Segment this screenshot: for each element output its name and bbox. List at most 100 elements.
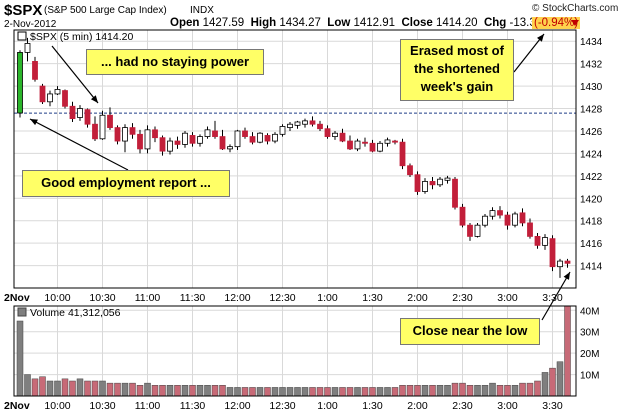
note-employment: Good employment report ... bbox=[22, 170, 230, 197]
arrow-erased bbox=[513, 33, 545, 73]
candle-body bbox=[452, 178, 458, 208]
note-erased-line-3: week's gain bbox=[420, 79, 494, 94]
candle-body bbox=[122, 127, 128, 142]
candle-body bbox=[257, 132, 263, 143]
volume-bar bbox=[556, 361, 564, 397]
volume-bar bbox=[211, 385, 219, 397]
volume-bar bbox=[549, 367, 556, 397]
time-tick-label: 11:30 bbox=[180, 400, 206, 412]
candle-body bbox=[377, 142, 383, 152]
candle-body bbox=[287, 123, 293, 128]
volume-bar bbox=[166, 385, 174, 397]
volume-bar bbox=[91, 380, 99, 397]
time-tick-label: 12:30 bbox=[269, 400, 295, 412]
volume-bar bbox=[564, 305, 571, 397]
volume-bar bbox=[69, 380, 76, 397]
candle-body bbox=[324, 128, 331, 137]
candle-body bbox=[354, 140, 361, 150]
volume-bar bbox=[61, 378, 69, 397]
volume-bar bbox=[301, 387, 309, 397]
time-tick-label: 10:30 bbox=[89, 292, 115, 304]
candle-body bbox=[84, 109, 91, 125]
volume-tick-label: 20M bbox=[580, 349, 599, 360]
candle-body bbox=[189, 135, 196, 144]
candlestick-series bbox=[17, 37, 571, 278]
candle-body bbox=[557, 260, 563, 268]
open-value: 1427.59 bbox=[202, 17, 245, 29]
time-tick-label: 12:30 bbox=[269, 292, 295, 304]
volume-bar bbox=[46, 380, 54, 397]
candle-body bbox=[24, 43, 31, 53]
price-tick-label: 1422 bbox=[580, 172, 603, 183]
volume-bar bbox=[129, 382, 136, 397]
volume-bar bbox=[286, 387, 294, 397]
volume-bar bbox=[421, 385, 429, 397]
time-tick-label: 12:00 bbox=[224, 292, 250, 304]
candle-body bbox=[534, 235, 541, 246]
arrow-employment bbox=[29, 118, 129, 171]
volume-bar bbox=[39, 376, 46, 397]
high-label: High bbox=[250, 17, 277, 29]
candle-body bbox=[444, 177, 451, 181]
candle-body bbox=[264, 135, 271, 142]
header-exchange: INDX bbox=[190, 5, 214, 16]
header-symbol: $SPX bbox=[4, 2, 43, 19]
candle-body bbox=[422, 181, 428, 192]
volume-bar bbox=[369, 387, 376, 397]
candle-body bbox=[347, 140, 353, 150]
time-tick-label: 11:00 bbox=[135, 292, 161, 304]
volume-bar bbox=[511, 385, 519, 397]
volume-bar bbox=[391, 387, 399, 397]
candle-body bbox=[407, 165, 413, 176]
candle-body bbox=[474, 224, 481, 237]
candle-body bbox=[369, 142, 376, 152]
arrow-staying-power bbox=[51, 45, 99, 104]
candle-body bbox=[489, 210, 496, 217]
candle-body bbox=[107, 114, 113, 128]
time-tick-label: 1:30 bbox=[362, 400, 383, 412]
volume-bar bbox=[526, 382, 534, 397]
candle-body bbox=[144, 129, 151, 150]
candle-body bbox=[384, 139, 391, 144]
time-tick-label: 2Nov bbox=[4, 400, 30, 412]
volume-bar bbox=[459, 382, 466, 397]
candle-body bbox=[249, 136, 256, 143]
candle-body bbox=[294, 121, 301, 126]
price-tick-label: 1426 bbox=[580, 127, 603, 138]
candle-body bbox=[227, 146, 233, 150]
volume-bar bbox=[504, 385, 511, 397]
candle-body bbox=[497, 210, 503, 216]
note-erased-line-2: the shortened bbox=[414, 61, 500, 76]
candle-body bbox=[459, 206, 466, 226]
volume-bar bbox=[481, 385, 489, 397]
candle-body bbox=[219, 136, 226, 150]
price-axis-labels: 1414 1416 1418 1420 1422 1424 1426 1428 1430 1432… bbox=[580, 37, 603, 272]
candle-body bbox=[167, 140, 173, 152]
candle-body bbox=[54, 89, 61, 95]
time-tick-label: 2:00 bbox=[407, 400, 428, 412]
arrow-close-low-head bbox=[563, 272, 570, 280]
volume-bar bbox=[466, 385, 474, 397]
price-legend-swatch bbox=[17, 31, 27, 41]
volume-tick-label: 40M bbox=[580, 306, 599, 317]
volume-bar bbox=[414, 385, 421, 397]
volume-bar bbox=[309, 387, 316, 397]
volume-bar bbox=[399, 385, 406, 397]
ohlc-readout: Open 1427.59 High 1434.27 Low 1412.91 Cl… bbox=[170, 17, 542, 29]
volume-bar bbox=[496, 385, 504, 397]
candle-body bbox=[437, 178, 443, 186]
candle-body bbox=[129, 127, 136, 135]
volume-bar bbox=[451, 382, 459, 397]
volume-bar bbox=[249, 387, 256, 397]
candle-body bbox=[542, 237, 548, 246]
volume-bar bbox=[361, 387, 369, 397]
volume-bar bbox=[339, 387, 346, 397]
volume-legend-swatch bbox=[17, 307, 27, 317]
price-panel-frame bbox=[13, 29, 577, 289]
volume-time-axis: 2Nov 10:00 10:30 11:00 11:30 12:00 12:30 1:00 1:… bbox=[4, 400, 563, 412]
time-tick-label: 2Nov bbox=[4, 292, 30, 304]
candle-body bbox=[429, 181, 436, 186]
volume-bar bbox=[234, 387, 241, 397]
volume-bar bbox=[534, 380, 541, 397]
